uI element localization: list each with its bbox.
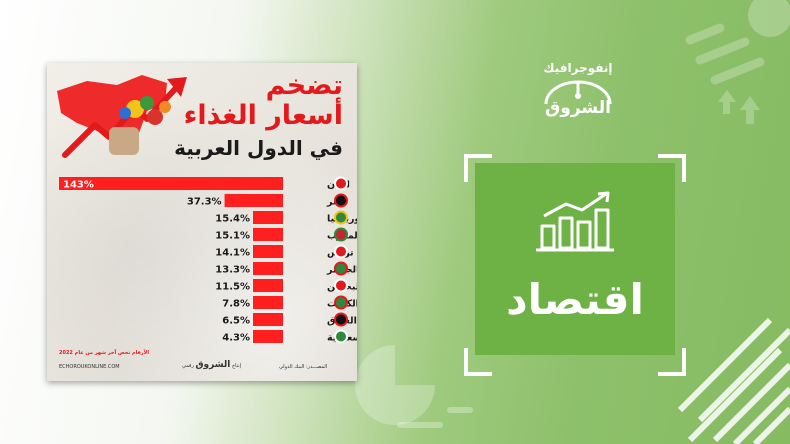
flag-icon-5: [334, 244, 348, 259]
bar-5: [253, 245, 283, 258]
card-title-line1: تضخم: [265, 70, 343, 101]
value-label-10: 4.3%: [222, 333, 250, 344]
value-label-3: 15.4%: [215, 214, 250, 225]
card-source: المصـــدر: البنك الدولي: [279, 364, 328, 370]
category-box: [475, 163, 675, 355]
frame-corner-br: [658, 348, 686, 376]
value-label-2: 37.3%: [187, 197, 222, 208]
flag-icon-1: [334, 176, 348, 191]
frame-corner-bl: [464, 348, 492, 376]
card-title-line2: أسعار الغذاء: [183, 100, 343, 131]
value-label-7: 11.5%: [215, 282, 250, 293]
producer-suffix: رقمي: [182, 363, 194, 369]
card-producer: إنتاج الشروق رقمي: [182, 360, 241, 370]
brand-infographic-label: إنفوجرافيك: [543, 61, 613, 75]
bar-1: [59, 177, 283, 190]
flag-icon-4: [334, 227, 348, 242]
value-label-4: 15.1%: [215, 231, 250, 242]
producer-label: إنتاج: [231, 363, 241, 369]
flag-icon-10: [334, 329, 348, 344]
bar-2: [224, 194, 283, 207]
flag-icon-2: [334, 193, 348, 208]
flag-icon-7: [334, 278, 348, 293]
bar-6: [253, 262, 283, 275]
inflation-bar-chart: 143%لبنان37.3%مصر15.4%موريتانيا15.1%المغ…: [59, 176, 357, 344]
bar-3: [253, 211, 283, 224]
brand-logo-text: الشروق: [545, 98, 611, 118]
card-title-line3: في الدول العربية: [174, 136, 343, 160]
flag-icon-8: [334, 295, 348, 310]
value-label-8: 7.8%: [222, 299, 250, 310]
bar-7: [253, 279, 283, 292]
category-frame: [464, 154, 686, 376]
value-label-1: 143%: [63, 180, 94, 191]
flag-icon-9: [334, 312, 348, 327]
category-title: اقتصاد: [506, 275, 644, 324]
producer-name: الشروق: [195, 360, 231, 370]
bar-9: [253, 313, 283, 326]
bar-10: [253, 330, 283, 343]
bar-8: [253, 296, 283, 309]
value-label-5: 14.1%: [215, 248, 250, 259]
card-website: ECHOROUKONLINE.COM: [59, 364, 120, 370]
flag-icon-6: [334, 261, 348, 276]
value-label-6: 13.3%: [215, 265, 250, 276]
frame-corner-tr: [658, 154, 686, 182]
frame-corner-tl: [464, 154, 492, 182]
flag-icon-3: [334, 210, 348, 225]
value-label-9: 6.5%: [222, 316, 250, 327]
infographic-card: تضخم أسعار الغذاء في الدول العربية 143%ل…: [47, 63, 357, 381]
bar-4: [253, 228, 283, 241]
card-note: الأرقام تخص آخر شهر من عام 2022: [59, 350, 150, 356]
